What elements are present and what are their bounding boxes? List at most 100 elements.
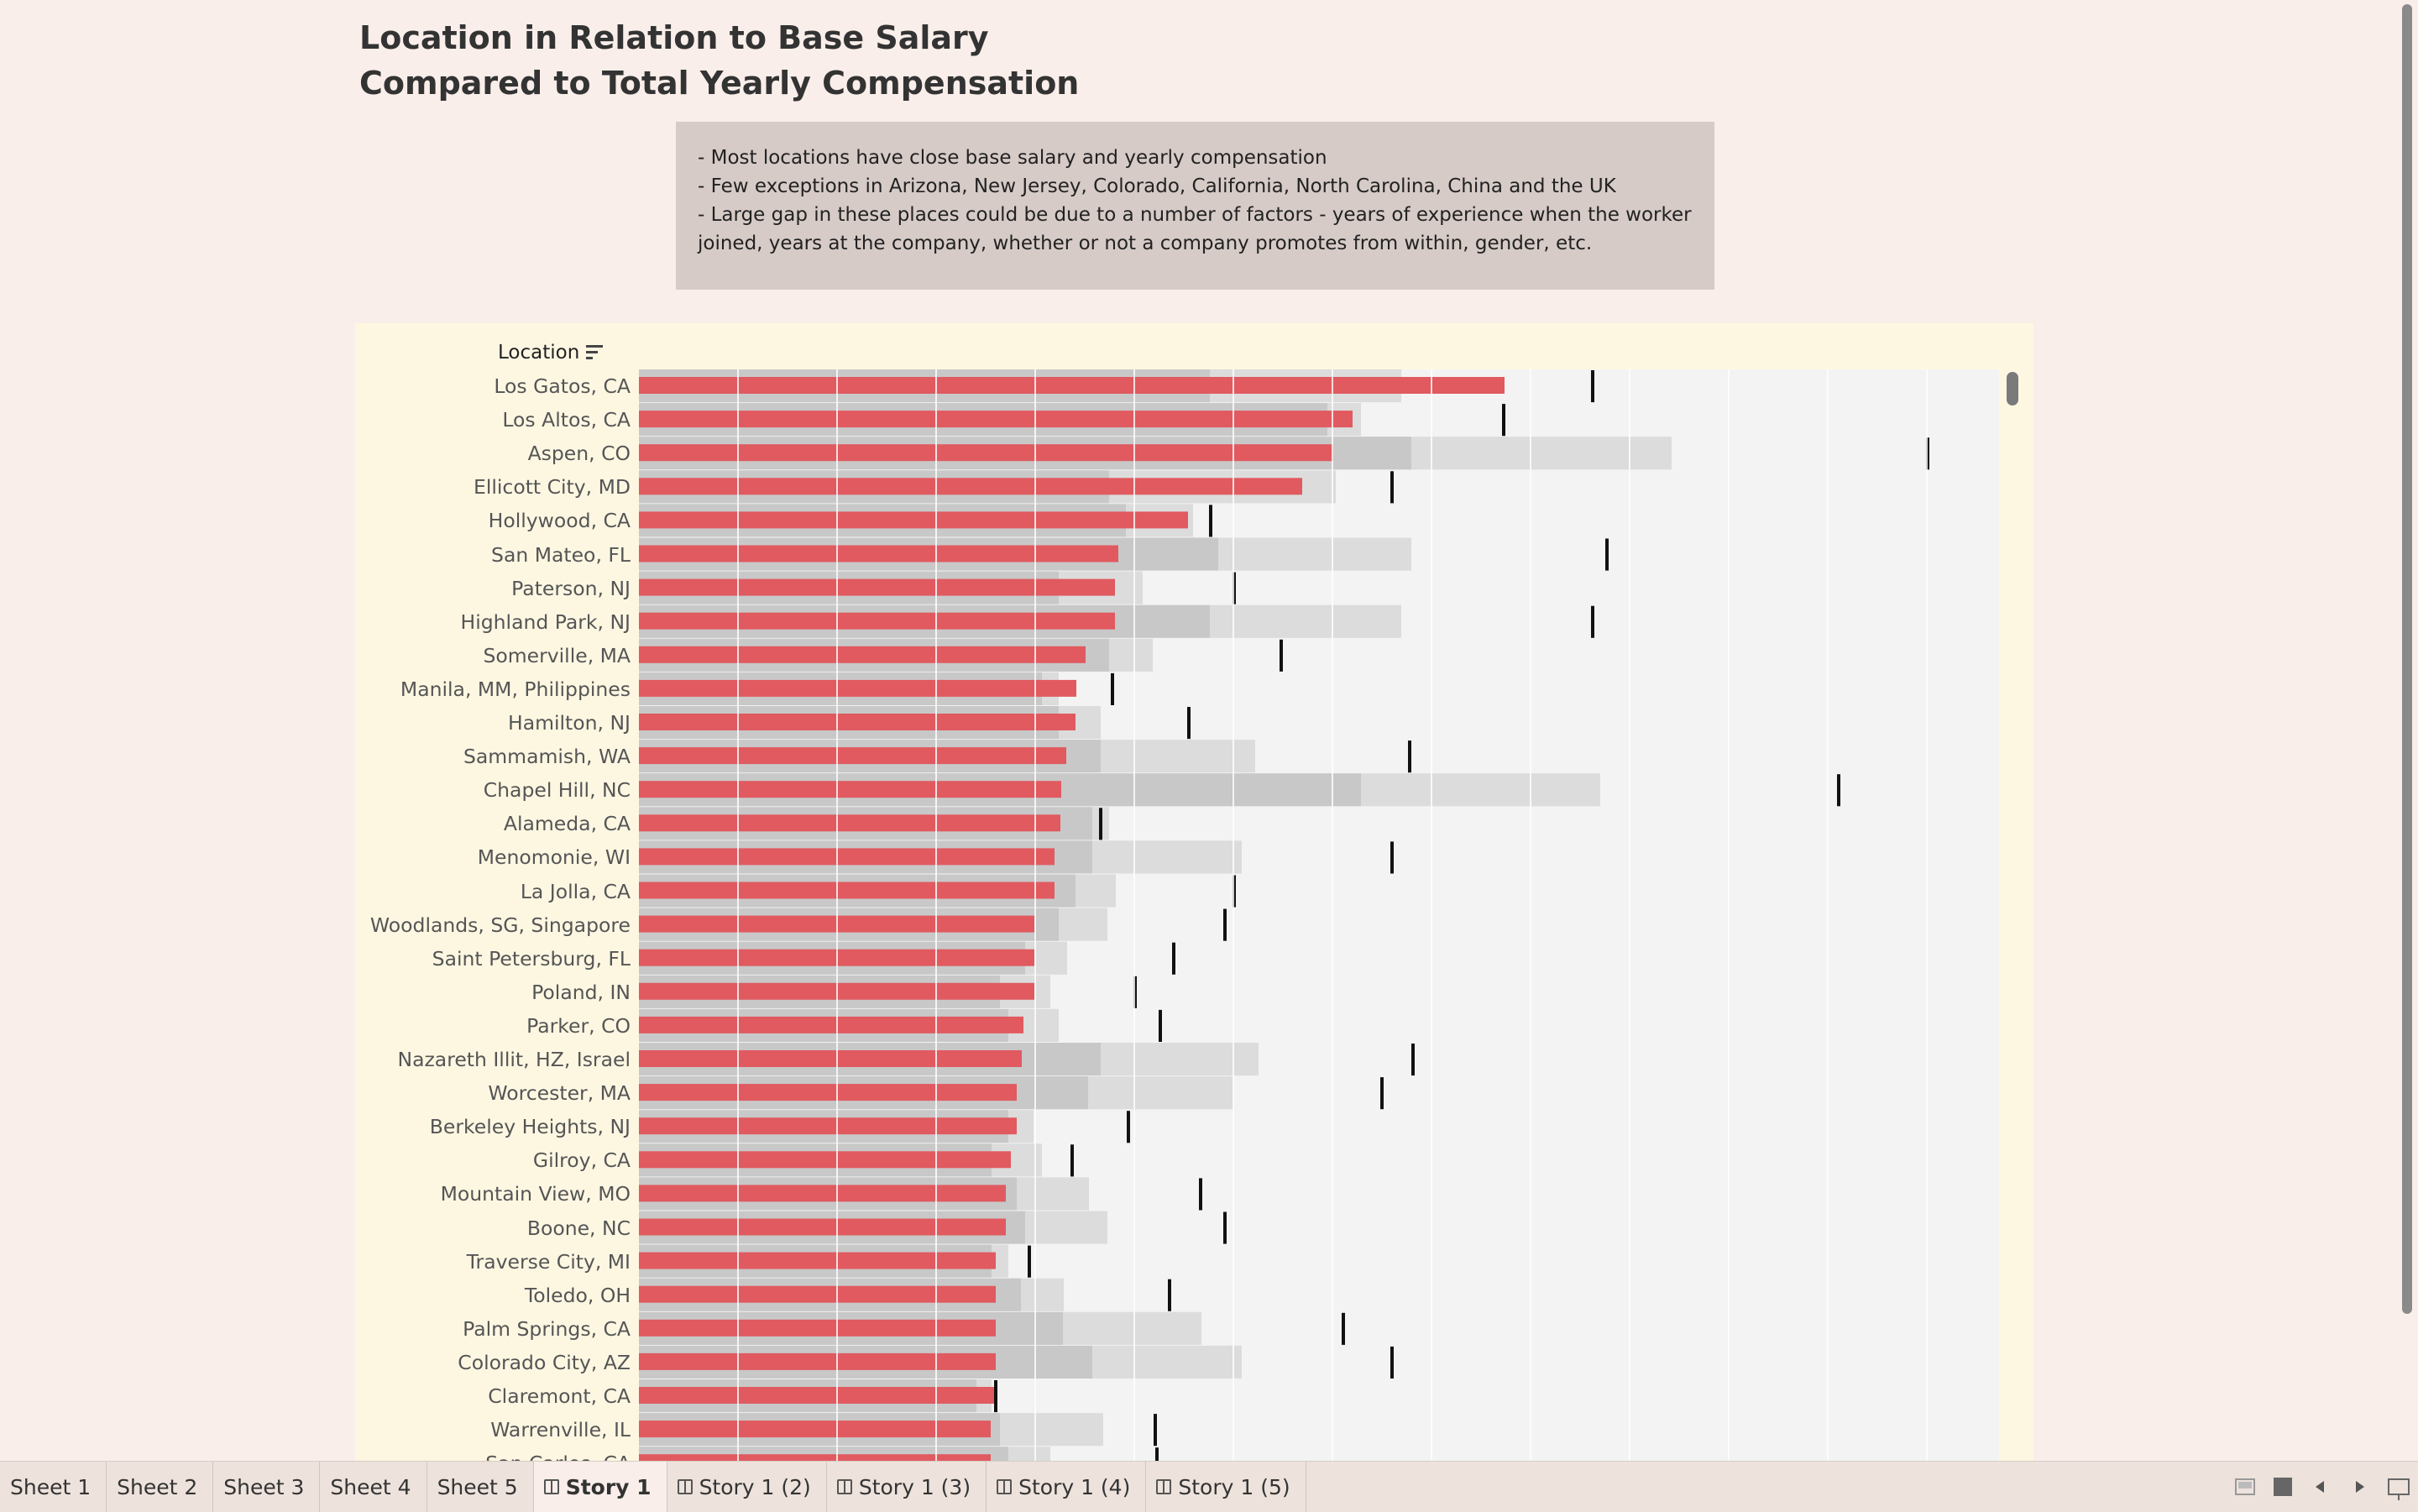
chart-panel: Location Los Gatos, CA Los Altos, CA Aspen… (355, 323, 2033, 1461)
total-comp-reference-line (1280, 639, 1283, 672)
chart-scrollbar[interactable] (2003, 372, 2020, 1461)
tab-story-1[interactable]: Story 1 (533, 1462, 667, 1512)
base-salary-bar (639, 1454, 991, 1461)
total-comp-reference-line (1172, 942, 1175, 975)
total-comp-reference-line (1223, 1211, 1227, 1244)
base-salary-bar (639, 714, 1076, 730)
next-sheet-icon[interactable] (2349, 1478, 2369, 1496)
tab-label: Sheet 2 (117, 1474, 198, 1499)
base-salary-bar (639, 646, 1086, 663)
fit-icon[interactable] (2274, 1478, 2292, 1496)
tab-label: Sheet 1 (10, 1474, 92, 1499)
chart-scrollbar-thumb[interactable] (2007, 372, 2018, 405)
location-label: Somerville, MA (483, 643, 631, 667)
tab-story-1-5[interactable]: Story 1 (5) (1146, 1462, 1306, 1512)
total-comp-reference-line (1591, 605, 1594, 638)
base-salary-bar (639, 1185, 1006, 1202)
total-comp-reference-line (1154, 1414, 1157, 1447)
location-header[interactable]: Location (498, 342, 604, 364)
caption-line-4: joined, years at the company, whether or… (698, 233, 1593, 254)
base-salary-bar (639, 882, 1055, 899)
location-label: Toledo, OH (524, 1283, 631, 1307)
tab-story-1-4[interactable]: Story 1 (4) (987, 1462, 1147, 1512)
story-book-icon (997, 1479, 1013, 1494)
base-salary-bar (639, 1050, 1022, 1067)
location-label: Hamilton, NJ (508, 711, 631, 735)
tab-controls (2235, 1462, 2410, 1512)
location-label: Poland, IN (531, 980, 631, 1004)
window-scrollbar-thumb[interactable] (2402, 4, 2412, 1314)
total-comp-reference-line (994, 1380, 997, 1413)
tab-label: Story 1 (4) (1018, 1474, 1131, 1499)
total-comp-reference-line (1209, 505, 1212, 537)
tab-sheet-3[interactable]: Sheet 3 (213, 1462, 321, 1512)
location-label: Sammamish, WA (463, 745, 631, 769)
caption-line-3: - Large gap in these places could be due… (698, 204, 1692, 226)
sort-descending-icon[interactable] (586, 344, 604, 361)
caption-line-1: - Most locations have close base salary … (698, 147, 1327, 169)
base-salary-bar (639, 1352, 996, 1370)
total-comp-reference-line (1187, 707, 1191, 740)
total-comp-reference-line (1028, 1245, 1031, 1278)
tab-sheet-2[interactable]: Sheet 2 (107, 1462, 214, 1512)
title-line-2: Compared to Total Yearly Compensation (359, 65, 1080, 102)
tab-label: Story 1 (3) (858, 1474, 971, 1499)
location-label: San Mateo, FL (491, 542, 631, 567)
location-label: Woodlands, SG, Singapore (369, 913, 631, 937)
total-comp-reference-line (1605, 538, 1609, 571)
presentation-mode-icon[interactable] (2388, 1478, 2410, 1500)
base-salary-bar (639, 578, 1115, 596)
total-comp-reference-line (1159, 1009, 1162, 1042)
total-comp-reference-line (1070, 1144, 1074, 1177)
story-book-icon (677, 1479, 693, 1494)
total-comp-reference-line (1591, 370, 1594, 403)
story-book-icon (836, 1479, 852, 1494)
base-salary-bar (639, 1252, 996, 1269)
total-comp-reference-line (1380, 1077, 1384, 1110)
base-salary-bar (639, 848, 1055, 866)
total-comp-reference-line (1502, 404, 1505, 437)
base-salary-bar (639, 411, 1353, 428)
base-salary-bar (639, 1117, 1017, 1135)
base-salary-bar (639, 747, 1066, 765)
tab-sheet-4[interactable]: Sheet 4 (320, 1462, 427, 1512)
previous-sheet-icon[interactable] (2311, 1478, 2331, 1496)
total-comp-reference-line (1168, 1279, 1171, 1311)
tab-label: Sheet 4 (330, 1474, 411, 1499)
base-salary-bar (639, 1218, 1006, 1236)
tab-story-1-2[interactable]: Story 1 (2) (667, 1462, 827, 1512)
tab-story-1-3[interactable]: Story 1 (3) (827, 1462, 987, 1512)
sheet-tab-bar: Sheet 1 Sheet 2 Sheet 3 Sheet 4 Sheet 5 Story… (0, 1461, 2418, 1512)
total-comp-reference-line (1390, 841, 1394, 874)
base-salary-bar (639, 377, 1505, 394)
bar-chart (639, 369, 1929, 1461)
layout-icon[interactable] (2235, 1478, 2255, 1495)
total-comp-reference-line (1390, 471, 1394, 504)
location-label: Los Altos, CA (502, 408, 631, 432)
base-salary-bar (639, 612, 1115, 630)
location-label: Ellicott City, MD (473, 475, 631, 500)
location-label: La Jolla, CA (520, 879, 631, 903)
location-label-column: Los Gatos, CA Los Altos, CA Aspen, CO Ellic… (355, 323, 631, 1461)
location-label: Gilroy, CA (532, 1148, 631, 1173)
base-salary-bar (639, 1420, 991, 1438)
location-label: Los Gatos, CA (494, 374, 631, 398)
tab-label: Sheet 3 (223, 1474, 305, 1499)
location-label: Worcester, MA (488, 1081, 631, 1106)
location-label: Boone, NC (526, 1216, 631, 1240)
location-label: Alameda, CA (503, 812, 631, 836)
location-label: Chapel Hill, NC (483, 778, 631, 803)
base-salary-bar (639, 1319, 996, 1337)
location-label: Colorado City, AZ (458, 1350, 631, 1374)
base-salary-bar (639, 1285, 996, 1303)
location-label: Palm Springs, CA (463, 1316, 631, 1341)
base-salary-bar (639, 1387, 996, 1404)
base-salary-bar (639, 511, 1188, 529)
total-comp-reference-line (1390, 1346, 1394, 1379)
tab-sheet-1[interactable]: Sheet 1 (0, 1462, 107, 1512)
location-label: Hollywood, CA (488, 509, 631, 533)
window-scrollbar[interactable] (2399, 0, 2415, 1318)
story-book-icon (543, 1479, 559, 1494)
tab-sheet-5[interactable]: Sheet 5 (427, 1462, 534, 1512)
total-comp-reference-line (1127, 1111, 1130, 1143)
